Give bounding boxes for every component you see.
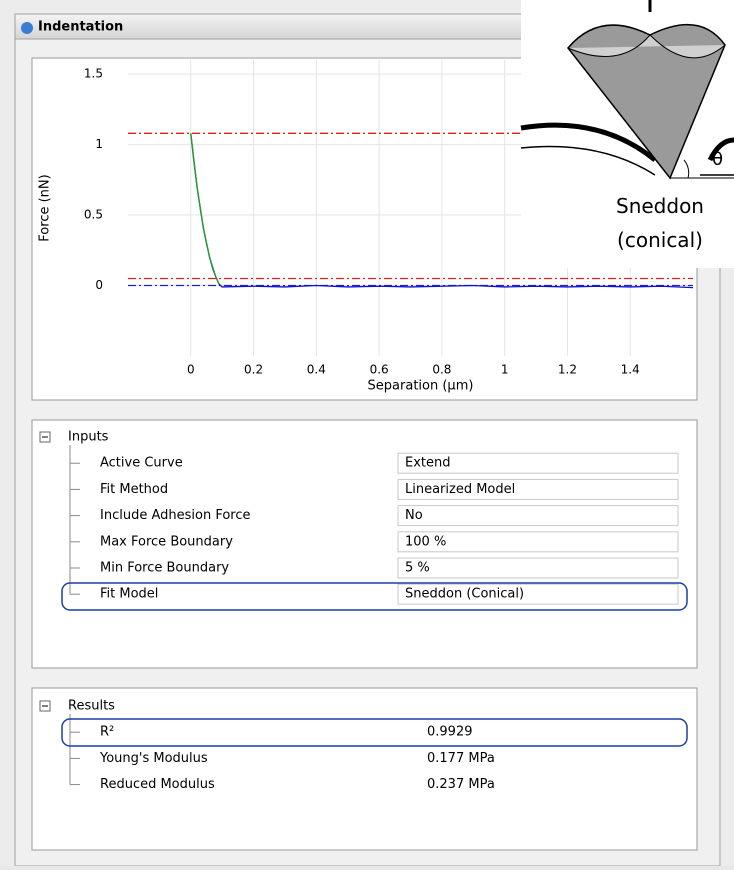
window-title: Indentation bbox=[38, 20, 123, 35]
property-value: No bbox=[405, 508, 423, 523]
y-tick-label: 0.5 bbox=[84, 208, 103, 222]
x-tick-label: 0.4 bbox=[307, 363, 326, 377]
x-tick-label: 0 bbox=[187, 363, 195, 377]
y-tick-label: 1 bbox=[95, 137, 103, 151]
property-name: Fit Model bbox=[100, 587, 158, 602]
title-icon bbox=[21, 22, 33, 34]
property-name: Min Force Boundary bbox=[100, 561, 229, 576]
property-name: Young's Modulus bbox=[99, 751, 208, 766]
x-tick-label: 0.6 bbox=[370, 363, 389, 377]
property-name: Active Curve bbox=[100, 456, 183, 471]
property-value: Sneddon (Conical) bbox=[405, 587, 524, 602]
inset-label-line: Sneddon bbox=[616, 194, 704, 218]
property-value: 100 % bbox=[405, 534, 446, 549]
property-value: 5 % bbox=[405, 561, 430, 576]
y-axis-label: Force (nN) bbox=[38, 174, 53, 241]
window: Indentation 0 0.5 1 1.5 0 0.2 0.4 0.6 0.8 1 1.2 1.4… bbox=[0, 0, 734, 866]
property-name: Include Adhesion Force bbox=[100, 508, 251, 523]
value-box bbox=[398, 506, 678, 526]
property-value: Linearized Model bbox=[405, 482, 515, 497]
results-panel bbox=[32, 688, 697, 850]
page: Indentation 0 0.5 1 1.5 0 0.2 0.4 0.6 0.8 1 1.2 1.4… bbox=[0, 0, 734, 866]
inset-label-line: (conical) bbox=[617, 228, 703, 252]
value-box bbox=[398, 558, 678, 578]
x-axis-label: Separation (µm) bbox=[368, 379, 474, 394]
x-tick-label: 1.4 bbox=[621, 363, 640, 377]
y-tick-label: 1.5 bbox=[84, 67, 103, 81]
x-tick-label: 1.2 bbox=[558, 363, 577, 377]
x-tick-label: 0.2 bbox=[244, 363, 263, 377]
section-title: Inputs bbox=[68, 430, 109, 445]
angle-label: θ bbox=[712, 149, 723, 170]
property-name: R² bbox=[100, 725, 114, 740]
property-value: 0.177 MPa bbox=[427, 751, 495, 766]
section-title: Results bbox=[68, 699, 115, 714]
x-tick-label: 0.8 bbox=[432, 363, 451, 377]
x-tick-label: 1 bbox=[501, 363, 509, 377]
property-value: Extend bbox=[405, 456, 451, 471]
property-name: Fit Method bbox=[100, 482, 168, 497]
property-value: 0.9929 bbox=[427, 725, 473, 740]
property-name: Reduced Modulus bbox=[100, 777, 215, 792]
property-value: 0.237 MPa bbox=[427, 777, 495, 792]
property-name: Max Force Boundary bbox=[100, 534, 233, 549]
y-tick-label: 0 bbox=[95, 278, 103, 292]
inset: θ Sneddon (conical) bbox=[521, 0, 734, 268]
